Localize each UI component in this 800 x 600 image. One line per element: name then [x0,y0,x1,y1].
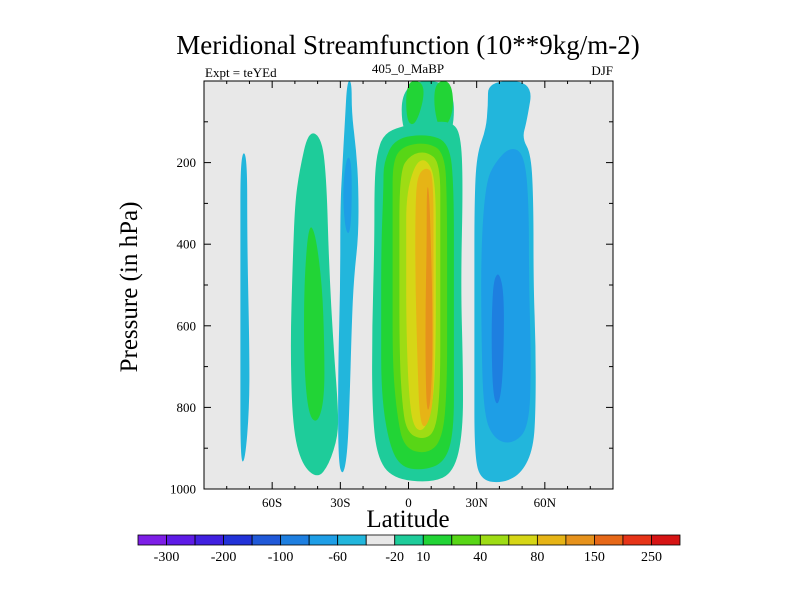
colorbar-swatch [451,534,481,546]
colorbar-swatch [365,534,396,546]
contour-regions [240,81,536,483]
contour-cell-45s-inner [304,227,325,421]
y-axis: 200 400 600 800 1000 [170,121,613,497]
x-tick-label: 60S [262,495,282,510]
contour-band-nh-inner [481,149,531,443]
contour-band-30s [338,81,359,473]
contour-band-nh-core [491,274,504,404]
center-subtitle: 405_0_MaBP [372,61,444,76]
colorbar: -300 -200 -100 -60 -20 10 40 80 150 250 [137,534,681,565]
colorbar-swatch [166,534,196,546]
contour-upper-1 [406,81,424,125]
x-tick-label: 0 [405,495,412,510]
colorbar-swatch [137,534,167,546]
contour-main-200 [425,187,433,410]
colorbar-swatch [565,534,595,546]
contour-band-70s [240,153,250,462]
x-tick-label: 30N [465,495,488,510]
x-axis-label: Latitude [366,506,449,533]
colorbar-swatch [223,534,253,546]
colorbar-swatch [508,534,538,546]
right-subtitle: DJF [591,63,613,78]
chart-title: Meridional Streamfunction (10**9kg/m-2) [176,30,639,60]
colorbar-label: 150 [584,550,605,565]
colorbar-swatch [337,534,367,546]
colorbar-label: -300 [154,550,180,565]
colorbar-label: 40 [473,550,487,565]
y-tick-label: 800 [177,400,197,415]
colorbar-label: -60 [328,550,347,565]
y-tick-label: 200 [177,155,197,170]
left-subtitle: Expt = teYEd [205,65,277,80]
x-tick-label: 60N [534,495,557,510]
colorbar-swatch [594,534,624,546]
colorbar-swatch [622,534,652,546]
colorbar-swatch [536,534,567,546]
colorbar-swatch [651,534,681,546]
colorbar-label: -100 [268,550,294,565]
colorbar-swatch [308,534,339,546]
y-axis-label: Pressure (in hPa) [116,202,143,373]
x-tick-label: 30S [330,495,350,510]
colorbar-label: -200 [211,550,237,565]
contour-band-30s-core [343,157,352,233]
colorbar-swatch [194,534,224,546]
colorbar-label: 80 [530,550,544,565]
colorbar-swatch [422,534,453,546]
y-tick-label: 1000 [170,482,196,497]
colorbar-swatch [251,534,282,546]
colorbar-swatch [394,534,424,546]
colorbar-label: -20 [385,550,404,565]
y-tick-label: 400 [177,237,197,252]
colorbar-label: 10 [416,550,430,565]
colorbar-label: 250 [641,550,662,565]
contour-upper-2 [434,81,453,129]
colorbar-swatch [479,534,510,546]
y-tick-label: 600 [177,318,197,333]
x-axis: 60S 30S 0 30N 60N [226,81,591,510]
colorbar-swatch [280,534,310,546]
